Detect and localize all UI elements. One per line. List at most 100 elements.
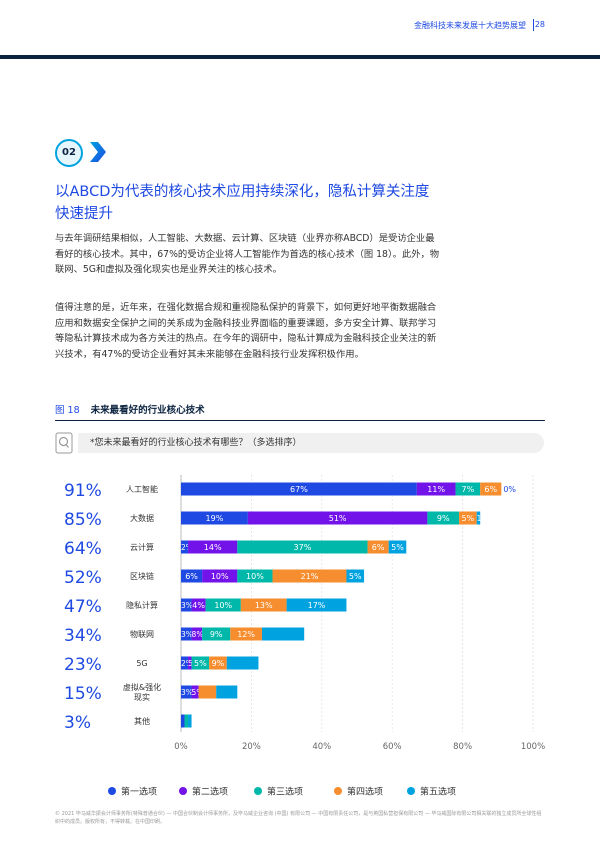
data-label: 6% [372, 543, 385, 552]
data-label: 5% [192, 688, 204, 697]
category-label: 云计算 [130, 542, 154, 552]
bar-segment [272, 569, 347, 583]
data-label: 5% [391, 543, 404, 552]
data-label: 1% [477, 514, 489, 523]
data-label: 8% [192, 630, 204, 639]
data-label: 51% [329, 514, 347, 523]
data-label: 6% [185, 572, 198, 581]
bar-segment [346, 569, 365, 583]
bar-segment [205, 598, 241, 612]
bar-segment [476, 511, 481, 525]
category-label: 区块链 [130, 571, 154, 581]
legend-label: 第四选项 [347, 786, 383, 798]
total-percent: 23% [64, 655, 102, 675]
category-label: 大数据 [130, 513, 154, 523]
figure-name: 未来最看好的行业核心技术 [90, 405, 205, 416]
data-label: 14% [204, 543, 222, 552]
legend-marker [108, 787, 116, 795]
bar-segment [240, 598, 287, 612]
legend-marker [179, 787, 187, 795]
x-tick-label: 20% [242, 742, 261, 752]
total-percent: 3% [64, 713, 91, 733]
header-title: 金融科技未来发展十大趋势展望 [414, 21, 526, 30]
data-label: 4% [192, 601, 205, 610]
bar-segment [181, 511, 248, 525]
bar-segment [455, 482, 481, 496]
legend-marker [254, 787, 262, 795]
data-label: 12% [237, 630, 255, 639]
total-percent: 34% [64, 626, 102, 646]
legend-marker [407, 787, 415, 795]
bar-segment [226, 656, 259, 670]
data-label: 17% [308, 601, 326, 610]
category-label: 其他 [134, 716, 150, 726]
data-label: 10% [246, 572, 264, 581]
category-label: 物联网 [130, 629, 154, 639]
bar-segment [198, 685, 217, 699]
paragraph-2: 值得注意的是，近年来，在强化数据合规和重视隐私保护的背景下，如何更好地平衡数据融… [55, 302, 437, 360]
data-label: 9% [210, 630, 223, 639]
data-label: 2% [181, 659, 193, 668]
data-label: 11% [427, 485, 445, 494]
bar-segment [181, 656, 189, 670]
x-tick-label: 40% [312, 742, 331, 752]
total-percent: 47% [64, 597, 102, 617]
x-tick-label: 80% [453, 742, 472, 752]
category-label: 虚拟&强化现实 [123, 682, 161, 702]
bar-segment [181, 714, 185, 728]
data-label: 5% [194, 659, 207, 668]
page-number: 28 [534, 20, 545, 29]
bar-segment [459, 511, 477, 525]
figure-title: 图 18 未来最看好的行业核心技术 [55, 402, 205, 416]
bar-segment [286, 598, 347, 612]
figure-rule [55, 420, 545, 421]
bar-segment [367, 540, 389, 554]
category-label: 5G [136, 659, 147, 668]
data-label: 19% [206, 514, 224, 523]
data-label: 10% [214, 601, 232, 610]
data-label: 3% [181, 630, 193, 639]
bar-segment [181, 569, 203, 583]
bar-segment [209, 656, 227, 670]
data-label: 21% [301, 572, 319, 581]
legend-marker [334, 787, 342, 795]
bar-segment [181, 627, 192, 641]
chevron-right-icon [90, 142, 106, 162]
data-label: 3% [181, 601, 193, 610]
bar-segment [237, 569, 273, 583]
data-label: 6% [484, 485, 497, 494]
page-header: 金融科技未来发展十大趋势展望 28 [0, 0, 600, 60]
total-percent: 15% [64, 684, 102, 704]
data-label: 9% [437, 514, 450, 523]
total-percent: 52% [64, 568, 102, 588]
x-tick-label: 0% [174, 742, 188, 752]
data-label: 13% [255, 601, 273, 610]
bar-segment [261, 627, 305, 641]
bar-segment [216, 685, 238, 699]
question-icon [55, 432, 73, 454]
data-label: 5% [462, 514, 475, 523]
data-label: 0% [503, 485, 516, 494]
bar-segment [191, 598, 206, 612]
category-label: 人工智能 [126, 484, 158, 494]
section-badge: 02 [55, 139, 83, 167]
bar-segment [181, 482, 417, 496]
x-tick-label: 100% [521, 742, 545, 752]
data-label: 5% [349, 572, 362, 581]
total-percent: 91% [64, 481, 102, 501]
data-label: 9% [212, 659, 225, 668]
legend-label: 第三选项 [267, 786, 303, 798]
bar-segment [237, 540, 368, 554]
header-bar [0, 55, 600, 59]
bar-segment [191, 685, 199, 699]
bar-segment [247, 511, 428, 525]
legend-label: 第一选项 [121, 786, 157, 798]
category-label: 隐私计算 [126, 600, 158, 610]
figure-number: 图 18 [55, 405, 80, 416]
bar-segment [427, 511, 460, 525]
bar-segment [230, 627, 262, 641]
total-percent: 64% [64, 539, 102, 559]
data-label: 2% [181, 543, 193, 552]
bar-segment [202, 569, 238, 583]
bar-segment [416, 482, 456, 496]
